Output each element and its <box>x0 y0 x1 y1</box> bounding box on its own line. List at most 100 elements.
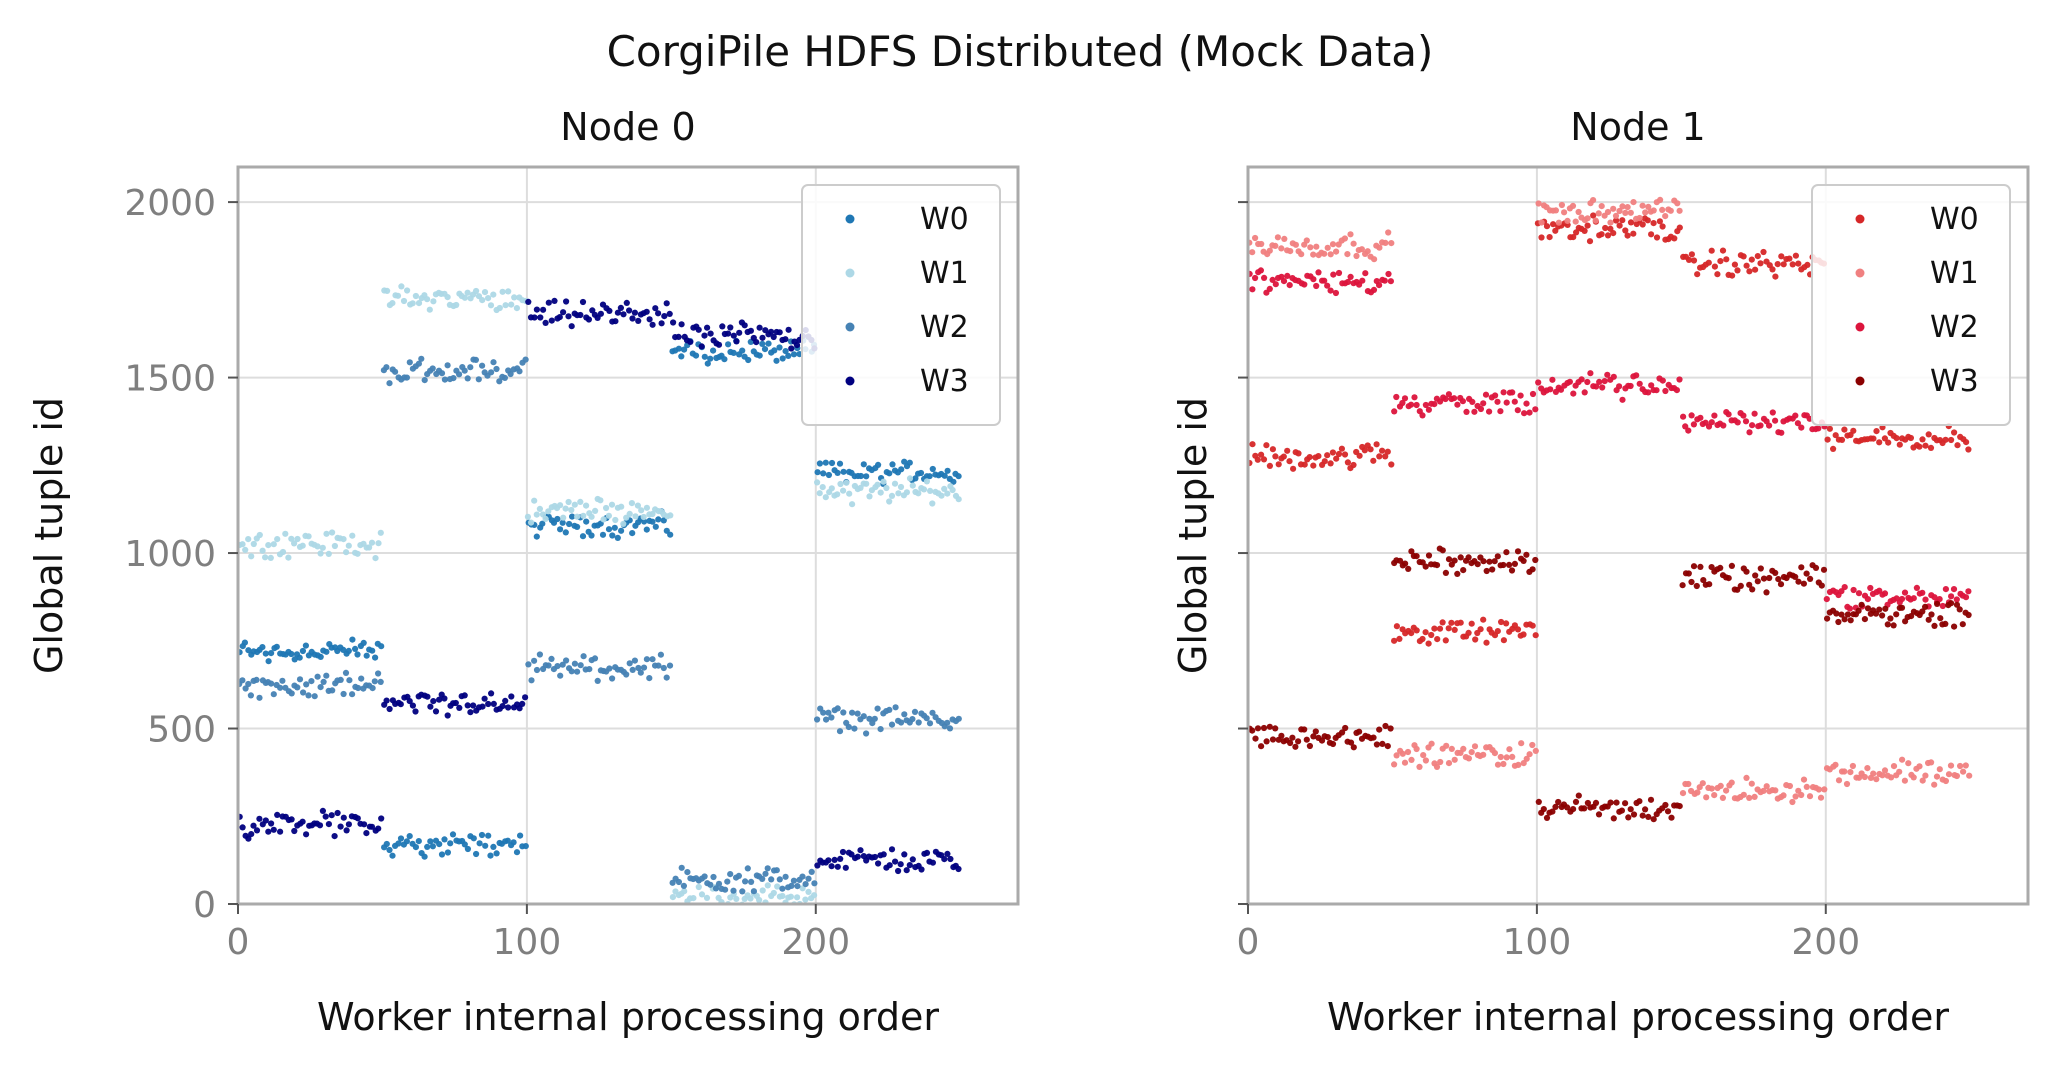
data-point <box>1491 558 1498 565</box>
data-point <box>660 664 667 672</box>
data-point <box>1804 261 1811 268</box>
data-point <box>1286 282 1293 289</box>
data-point <box>1356 452 1363 459</box>
data-point <box>614 309 622 316</box>
data-point <box>646 316 653 323</box>
data-point <box>1388 461 1395 468</box>
data-point <box>1465 755 1472 762</box>
data-point <box>1445 556 1453 563</box>
data-point <box>1746 581 1753 588</box>
data-point <box>1411 394 1418 401</box>
data-point <box>363 652 370 659</box>
data-point <box>472 356 479 363</box>
data-point <box>1405 565 1412 573</box>
data-point <box>1425 406 1432 413</box>
data-point <box>262 817 269 824</box>
data-point <box>666 662 674 669</box>
data-point <box>1602 224 1609 232</box>
data-point <box>1419 412 1426 419</box>
data-point <box>764 865 771 872</box>
data-point <box>1850 586 1857 594</box>
data-point <box>785 326 792 333</box>
data-point <box>1832 761 1839 768</box>
data-point <box>513 305 521 312</box>
data-point <box>1885 439 1892 446</box>
data-point <box>488 690 495 697</box>
data-point <box>785 352 792 359</box>
data-point <box>727 324 734 331</box>
data-point <box>1483 639 1490 646</box>
data-point <box>1890 622 1897 629</box>
data-point <box>1774 261 1781 268</box>
data-point <box>268 680 275 687</box>
data-point <box>1648 382 1655 389</box>
data-point <box>680 882 688 890</box>
data-point <box>1780 792 1787 799</box>
data-point <box>499 288 506 295</box>
data-point <box>1792 573 1799 581</box>
data-point <box>1547 386 1554 393</box>
data-point <box>1468 620 1475 627</box>
data-point <box>863 480 870 487</box>
data-point <box>1910 774 1917 781</box>
data-point <box>1639 812 1646 819</box>
data-point <box>1887 615 1894 622</box>
data-point <box>632 513 639 520</box>
data-point <box>1647 796 1655 803</box>
data-point <box>1350 461 1357 469</box>
data-point <box>1587 370 1594 377</box>
legend: W0 W1 W2 W3 <box>1811 184 2011 426</box>
data-point <box>875 461 882 468</box>
data-point <box>1494 553 1501 560</box>
data-point <box>487 852 494 859</box>
data-point <box>441 836 448 843</box>
data-point <box>843 479 850 486</box>
data-point <box>415 838 422 845</box>
data-point <box>742 878 749 885</box>
data-point <box>1388 240 1395 247</box>
data-point <box>502 697 509 705</box>
data-point <box>626 307 633 314</box>
data-point <box>871 853 879 861</box>
data-point <box>1260 456 1268 463</box>
data-point <box>1607 219 1614 226</box>
data-point <box>1882 605 1889 612</box>
data-point <box>340 690 347 698</box>
data-point <box>1333 455 1340 462</box>
data-point <box>1515 761 1522 769</box>
data-point <box>340 814 347 821</box>
data-point <box>739 347 746 354</box>
data-point <box>1401 759 1409 766</box>
data-point <box>377 529 384 536</box>
data-point <box>1931 622 1938 630</box>
data-point <box>670 319 677 326</box>
series-w2 <box>238 355 962 895</box>
data-point <box>247 692 254 699</box>
data-point <box>643 526 650 533</box>
data-point <box>1948 593 1955 600</box>
data-point <box>923 715 930 722</box>
data-point <box>923 849 931 857</box>
data-point <box>888 492 896 499</box>
data-point <box>1965 588 1972 595</box>
data-point <box>701 907 707 913</box>
data-point <box>386 705 393 713</box>
data-point <box>322 813 329 820</box>
data-point <box>701 332 708 339</box>
data-point <box>929 709 936 716</box>
data-point <box>1717 258 1724 265</box>
data-point <box>1881 590 1889 597</box>
data-point <box>1740 253 1747 260</box>
data-point <box>1725 411 1732 418</box>
data-point <box>450 375 457 382</box>
y-tick-label: 0 <box>193 885 216 926</box>
data-point <box>1313 243 1320 250</box>
data-point <box>1404 748 1412 756</box>
data-point <box>1477 626 1484 633</box>
data-point <box>524 513 532 520</box>
data-point <box>1706 581 1713 588</box>
data-point <box>505 704 512 711</box>
data-point <box>1807 575 1814 583</box>
data-point <box>1719 247 1727 254</box>
data-point <box>675 878 683 886</box>
